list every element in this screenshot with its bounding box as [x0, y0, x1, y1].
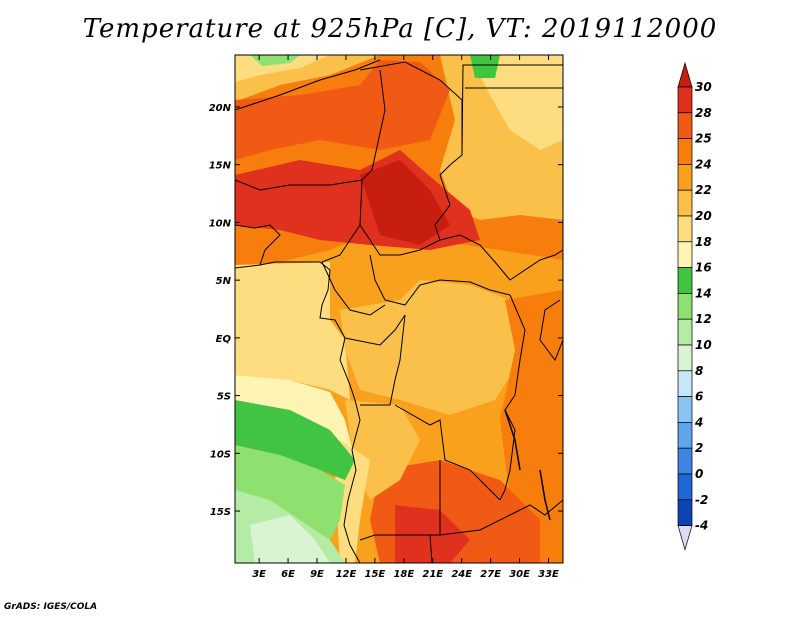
credit-label: GrADS: IGES/COLA — [4, 602, 98, 612]
field-nw-green — [250, 55, 300, 66]
colorbar-swatch — [677, 318, 693, 346]
field-sw-pale-green — [250, 515, 330, 563]
y-tick-label: 5S — [217, 392, 231, 403]
field-ne-green — [470, 55, 500, 78]
colorbar-label: -2 — [695, 493, 708, 507]
field-east-orange — [500, 290, 563, 563]
colorbar-label: 30 — [695, 80, 712, 94]
temperature-field — [235, 55, 563, 563]
colorbar-swatch — [677, 267, 693, 294]
lake-tanganyika — [504, 409, 521, 471]
border-egypt-sudan — [461, 64, 563, 156]
colorbar-swatch — [677, 344, 693, 372]
colorbar-arrow-top — [677, 61, 693, 88]
border-sahel — [235, 179, 363, 191]
colorbar-swatch — [677, 422, 693, 449]
field-sw-green — [235, 400, 355, 480]
y-axis: 20N 15N 10N 5N EQ 5S 10S 15S — [209, 103, 563, 518]
border-chad-sudan — [359, 174, 451, 256]
border-car-drc — [369, 254, 511, 306]
border-namibia-bots — [429, 534, 433, 563]
field-sahel-hot — [360, 160, 450, 245]
x-tick-label: 30E — [509, 569, 530, 580]
colorbar-label: 20 — [695, 209, 712, 223]
y-tick-label: 10N — [209, 218, 232, 229]
x-tick-label: 15E — [365, 569, 386, 580]
colorbar-label: 10 — [695, 338, 712, 352]
country-borders — [235, 59, 563, 563]
colorbar-swatch — [677, 473, 693, 501]
colorbar-swatch — [677, 138, 693, 165]
colorbar-label: 6 — [695, 390, 703, 404]
colorbar-swatch — [677, 215, 693, 243]
colorbar-swatch — [677, 189, 693, 217]
colorbar-label: 24 — [695, 157, 712, 171]
colorbar-swatch — [677, 370, 693, 397]
y-tick-label: 5N — [216, 276, 232, 287]
border-car-ssudan — [439, 234, 563, 281]
map-frame — [234, 54, 564, 564]
x-tick-label: 12E — [336, 569, 357, 580]
colorbar-label: 0 — [695, 467, 703, 481]
colorbar-label: -4 — [695, 519, 708, 533]
colorbar-label: 14 — [695, 286, 712, 300]
border-cameroon — [321, 261, 386, 316]
border-nigeria-west — [235, 224, 281, 266]
colorbar-label: 12 — [695, 312, 712, 326]
chart-title: Temperature at 925hPa [C], VT: 201911200… — [82, 14, 718, 44]
colorbar-label: 4 — [694, 415, 703, 429]
colorbar-label: 16 — [695, 261, 712, 275]
y-tick-label: EQ — [216, 334, 232, 345]
x-axis: 3E 6E 9E 12E 15E 18E 21E 24E 27E 30E 33E — [252, 55, 559, 580]
x-tick-label: 6E — [281, 569, 295, 580]
x-tick-label: 21E — [422, 569, 443, 580]
y-tick-label: 15N — [209, 161, 232, 172]
x-tick-label: 18E — [393, 569, 414, 580]
field-gulf-pale — [235, 262, 350, 400]
border-gabon-congo — [344, 314, 406, 346]
colorbar-label: 28 — [695, 106, 712, 120]
field-south-hot — [395, 505, 470, 563]
field-ne-pale — [470, 55, 563, 150]
y-tick-label: 20N — [209, 103, 232, 114]
x-tick-label: 33E — [538, 569, 559, 580]
colorbar-arrow-bottom — [677, 525, 693, 551]
field-sw-lightgreen — [235, 445, 345, 540]
y-tick-label: 10S — [210, 449, 231, 460]
x-tick-label: 9E — [310, 569, 324, 580]
border-north — [235, 59, 381, 111]
border-uganda-kenya — [539, 299, 563, 362]
colorbar-swatch — [677, 112, 693, 139]
y-tick-label: 15S — [210, 507, 231, 518]
colorbar-label: 22 — [695, 183, 712, 197]
colorbar-swatch — [677, 86, 693, 114]
colorbar-swatch — [677, 164, 693, 191]
border-libya-egypt — [359, 61, 463, 176]
colorbar-swatch — [677, 396, 693, 423]
colorbar-swatch — [677, 241, 693, 268]
border-angola-drc — [394, 404, 501, 501]
border-congo-drc — [360, 314, 406, 406]
x-tick-label: 24E — [451, 569, 472, 580]
border-angola-south — [359, 460, 441, 541]
colorbar-label: 2 — [695, 441, 703, 455]
colorbar-swatch — [677, 293, 693, 320]
x-tick-label: 3E — [252, 569, 266, 580]
x-tick-label: 27E — [480, 569, 501, 580]
colorbar-swatch — [677, 447, 693, 475]
colorbar-label: 25 — [695, 132, 712, 146]
colorbar-label: 8 — [695, 364, 703, 378]
field-congo-tan — [340, 280, 520, 415]
colorbar-label: 18 — [695, 235, 712, 249]
lake-malawi — [539, 469, 551, 521]
field-sahara-red — [235, 60, 450, 160]
colorbar-swatch — [677, 499, 693, 526]
